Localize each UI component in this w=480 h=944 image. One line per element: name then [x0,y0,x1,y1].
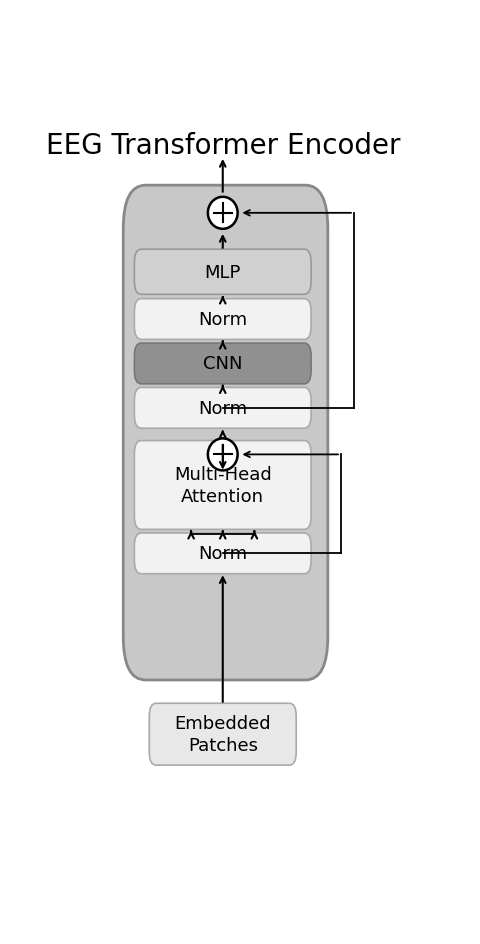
Ellipse shape [208,197,238,229]
FancyBboxPatch shape [134,250,311,295]
Text: EEG Transformer Encoder: EEG Transformer Encoder [47,131,401,160]
FancyBboxPatch shape [149,703,296,766]
Text: MLP: MLP [204,263,241,281]
FancyBboxPatch shape [134,299,311,340]
Ellipse shape [208,439,238,471]
FancyBboxPatch shape [134,441,311,530]
FancyBboxPatch shape [134,344,311,384]
Text: Embedded
Patches: Embedded Patches [174,715,271,754]
Text: Norm: Norm [198,399,247,417]
FancyBboxPatch shape [134,388,311,429]
Text: Norm: Norm [198,545,247,563]
Text: CNN: CNN [203,355,242,373]
FancyBboxPatch shape [134,533,311,574]
FancyBboxPatch shape [123,186,328,681]
Text: Norm: Norm [198,311,247,329]
Text: Multi-Head
Attention: Multi-Head Attention [174,465,272,506]
